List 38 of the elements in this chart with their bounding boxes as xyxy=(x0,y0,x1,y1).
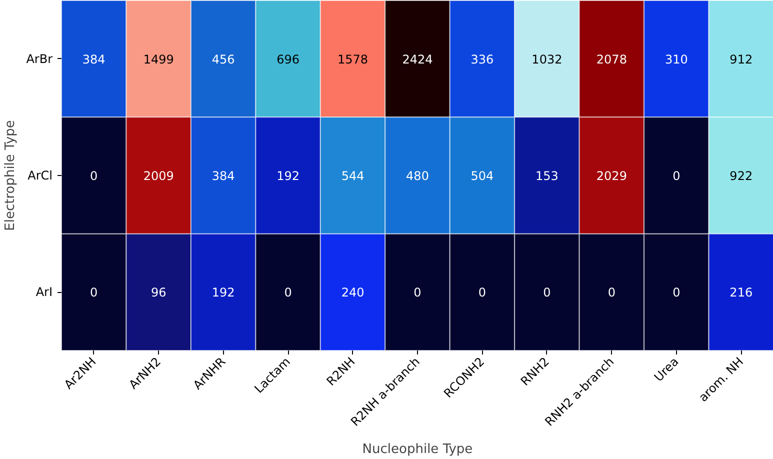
data-label: 153 xyxy=(536,169,558,183)
data-label: 96 xyxy=(150,286,166,300)
data-label: 696 xyxy=(276,52,300,66)
data-label: 1032 xyxy=(532,52,562,66)
data-label: 0 xyxy=(284,286,292,300)
data-label: 0 xyxy=(672,169,680,183)
data-label: 384 xyxy=(212,169,235,183)
data-label: 0 xyxy=(543,286,551,300)
data-label: 1499 xyxy=(143,52,174,66)
data-label: 504 xyxy=(470,169,494,183)
data-label: 912 xyxy=(730,52,753,66)
y-tick-label: ArCl xyxy=(28,168,53,182)
data-label: 2424 xyxy=(402,52,433,66)
data-label: 480 xyxy=(406,169,429,183)
data-label: 240 xyxy=(341,286,364,300)
data-label: 1578 xyxy=(338,52,368,66)
data-label: 456 xyxy=(212,52,235,66)
data-label: 0 xyxy=(90,169,98,183)
data-label: 0 xyxy=(90,286,98,300)
data-label: 310 xyxy=(664,52,688,66)
y-axis-title: Electrophile Type xyxy=(3,120,18,231)
data-label: 0 xyxy=(414,286,422,300)
data-label: 2078 xyxy=(596,52,627,66)
data-label: 0 xyxy=(672,286,680,300)
data-label: 544 xyxy=(341,169,364,183)
data-label: 384 xyxy=(82,52,106,66)
data-label: 192 xyxy=(276,169,300,183)
data-label: 2029 xyxy=(596,169,627,183)
data-label: 336 xyxy=(470,52,494,66)
data-label: 0 xyxy=(478,286,486,300)
y-tick-label: ArI xyxy=(36,285,53,300)
x-axis-title: Nucleophile Type xyxy=(362,442,473,457)
data-label: 192 xyxy=(212,286,235,300)
data-label: 922 xyxy=(730,169,753,183)
y-tick-label: ArBr xyxy=(26,52,53,66)
data-label: 2009 xyxy=(143,169,174,183)
data-label: 216 xyxy=(730,286,753,300)
data-label: 0 xyxy=(608,286,616,300)
